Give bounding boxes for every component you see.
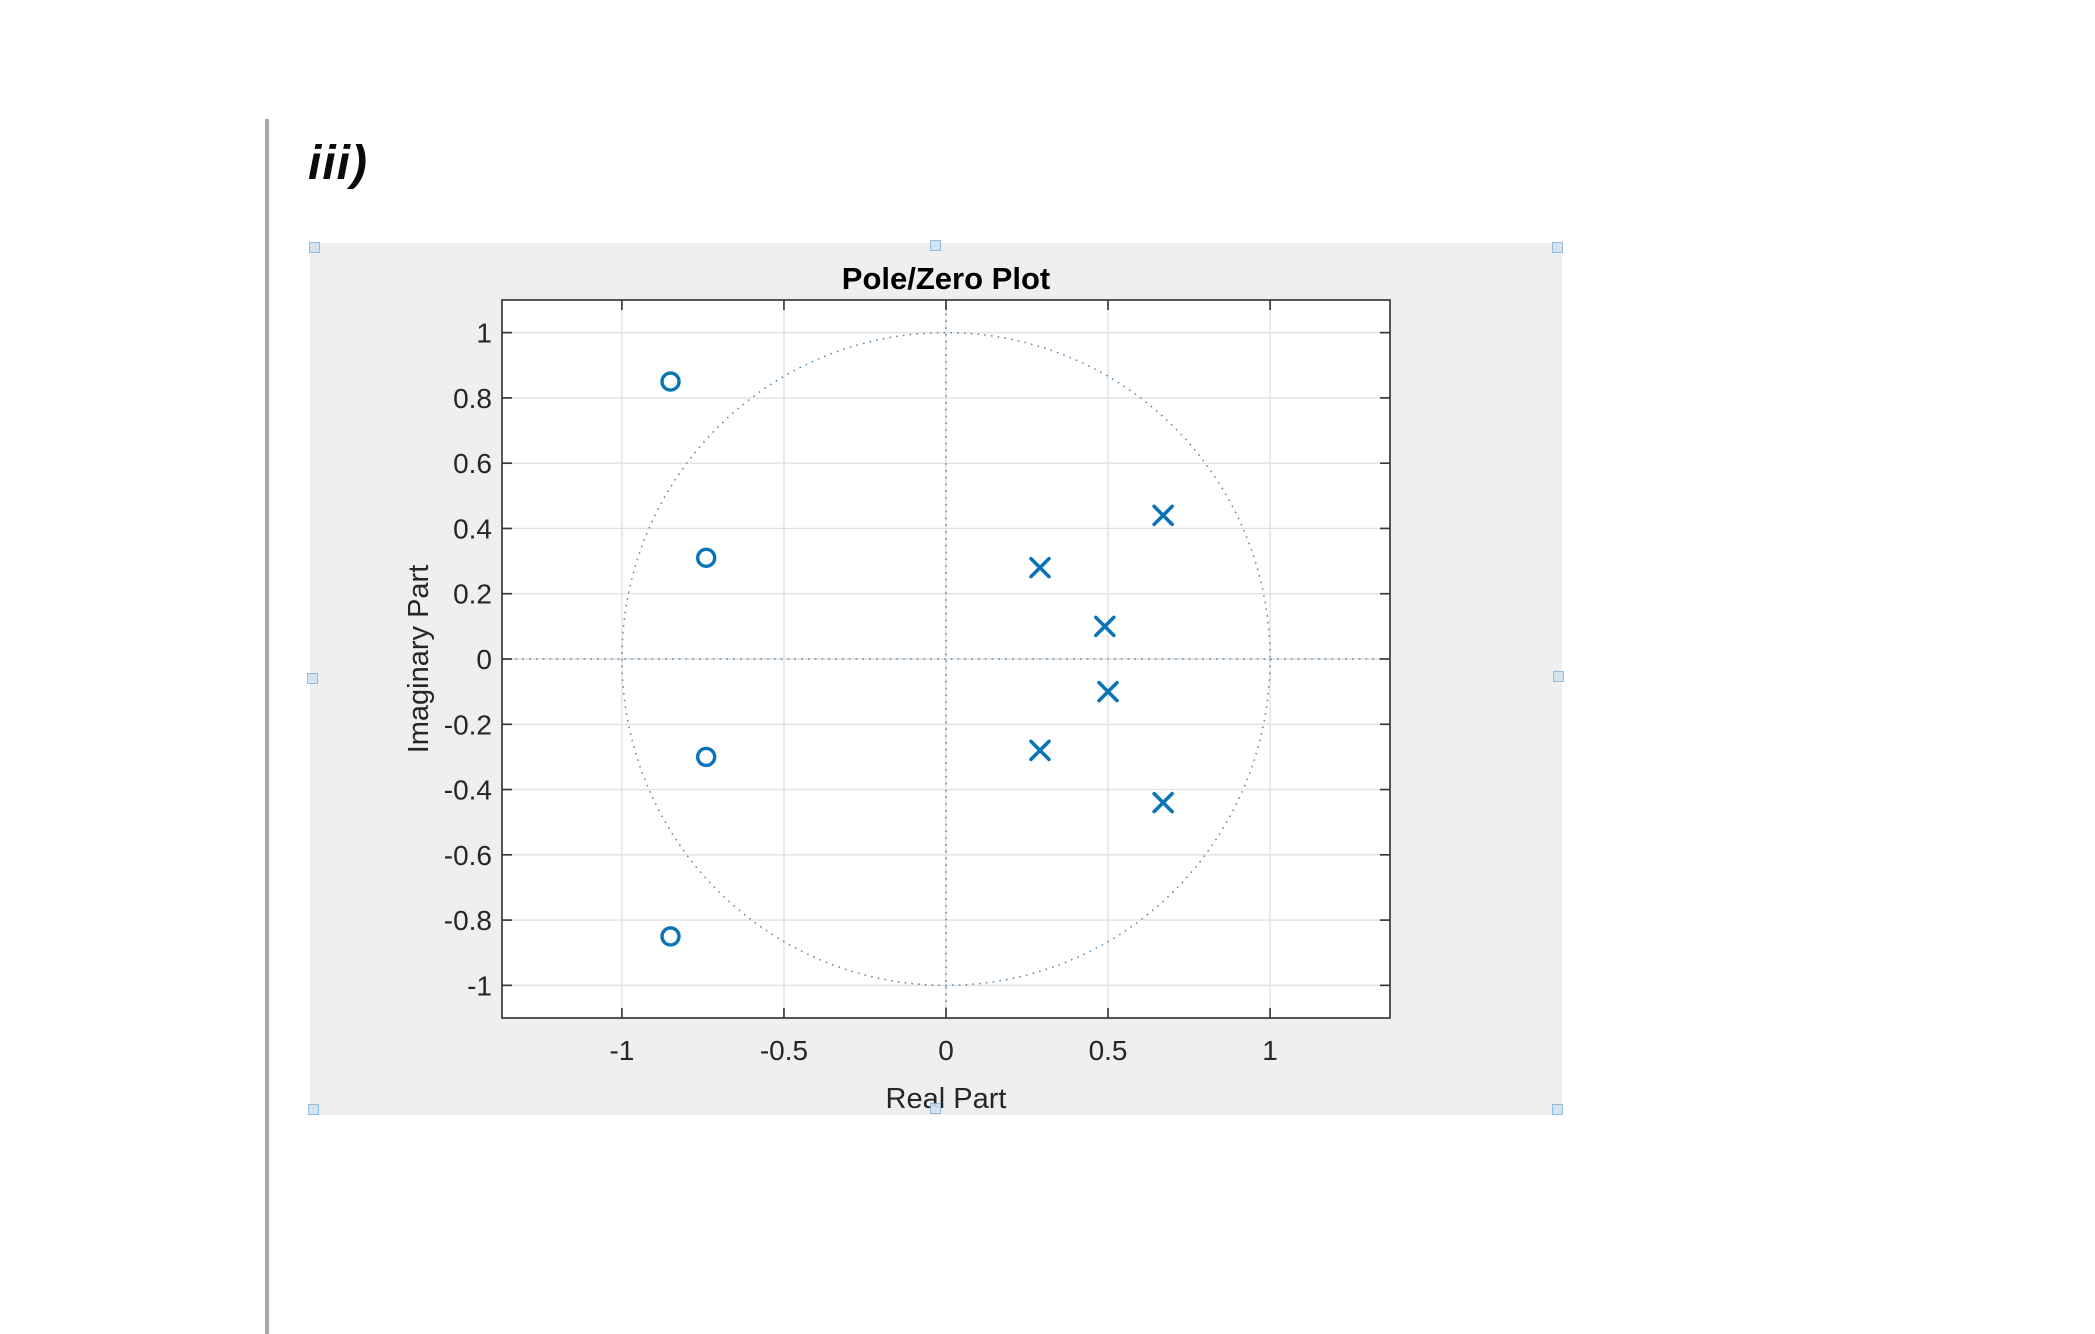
x-axis-label: Real Part [886, 1083, 1007, 1115]
zero-marker [695, 547, 717, 569]
x-tick-label: -1 [609, 1035, 634, 1066]
selection-handle-top-center[interactable] [930, 240, 941, 251]
y-tick-label: 1 [476, 318, 492, 349]
y-axis-label: Imaginary Part [403, 565, 435, 754]
y-tick-label: 0 [476, 644, 492, 675]
pole-marker [1152, 791, 1174, 814]
x-tick-label: 0.5 [1089, 1035, 1128, 1066]
x-tick-label: -0.5 [760, 1035, 808, 1066]
zero-marker [660, 926, 681, 947]
page-margin-rule [265, 119, 269, 1334]
section-label: iii) [308, 137, 368, 190]
selection-handle-middle-right[interactable] [1553, 671, 1564, 682]
y-tick-label: -0.4 [444, 775, 492, 806]
selection-handle-bottom-center[interactable] [930, 1103, 941, 1114]
y-tick-label: -1 [467, 970, 492, 1001]
y-tick-label: -0.2 [444, 709, 492, 740]
y-tick-label: 0.8 [453, 383, 492, 414]
x-tick-label: 0 [938, 1035, 954, 1066]
selection-handle-bottom-right[interactable] [1552, 1104, 1563, 1115]
selection-handle-middle-left[interactable] [307, 673, 318, 684]
pole-marker [1152, 504, 1174, 527]
pole-marker [1097, 680, 1119, 703]
selection-handle-bottom-left[interactable] [308, 1104, 319, 1115]
chart-title: Pole/Zero Plot [842, 261, 1050, 296]
selection-handle-top-left[interactable] [309, 242, 320, 253]
pole-marker [1029, 556, 1051, 579]
pole-zero-plot: Pole/Zero Plot -1 -0.5 0 0.5 1 1 0.8 0.6 0.4 0.2 0 -… [403, 261, 1391, 1115]
zero-marker [695, 746, 717, 768]
selection-handle-top-right[interactable] [1552, 242, 1563, 253]
y-tick-label: 0.2 [453, 579, 492, 610]
y-tick-label: 0.6 [453, 448, 492, 479]
pole-marker [1029, 739, 1051, 762]
y-tick-label: -0.8 [444, 905, 492, 936]
zero-marker [660, 371, 681, 392]
matlab-figure-object[interactable]: Pole/Zero Plot -1 -0.5 0 0.5 1 1 0.8 0.6 0.4 0.2 0 -… [307, 240, 1564, 1115]
y-tick-label: 0.4 [453, 513, 492, 544]
pole-marker [1094, 615, 1116, 638]
y-tick-label: -0.6 [444, 840, 492, 871]
x-tick-label: 1 [1262, 1035, 1278, 1066]
